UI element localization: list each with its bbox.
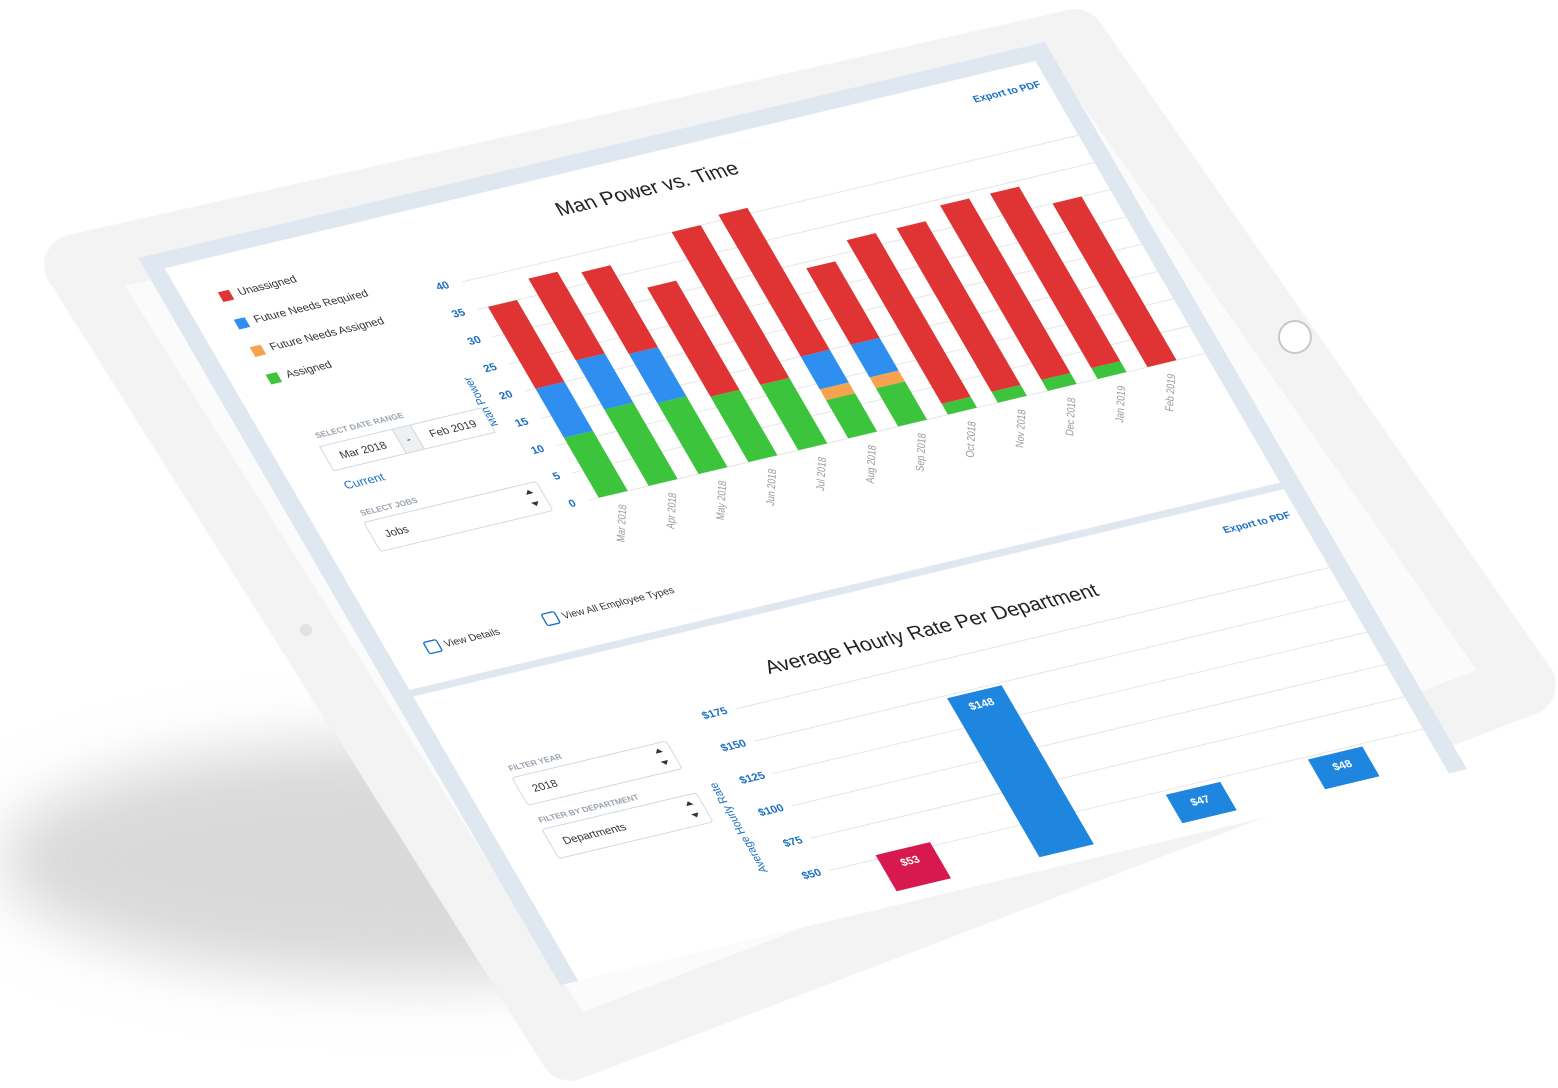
bar-segment xyxy=(1041,373,1077,391)
camera xyxy=(300,624,312,636)
bar-segment xyxy=(991,384,1027,403)
date-to[interactable] xyxy=(409,407,496,450)
bar-segment xyxy=(563,430,628,498)
bar-segment xyxy=(760,377,828,451)
grid-line xyxy=(772,630,1372,775)
checkbox[interactable] xyxy=(423,639,443,655)
grid-line xyxy=(477,162,1095,310)
y-tick-label: 0 xyxy=(567,498,579,510)
legend-swatch xyxy=(233,317,251,330)
x-tick-label: May 2018 xyxy=(715,479,729,521)
y-tick-label: $50 xyxy=(800,867,824,882)
bar-segment xyxy=(581,265,658,355)
x-tick-label: Feb 2019 xyxy=(1164,373,1178,413)
bar-segment xyxy=(875,381,928,427)
x-tick-label: Nov 2018 xyxy=(1015,408,1029,449)
bar-segment xyxy=(628,347,687,404)
legend-swatch xyxy=(265,372,283,385)
bar-segment xyxy=(535,381,593,438)
value-label: $148 xyxy=(967,697,997,713)
bar-segment xyxy=(819,382,856,401)
y-tick-label: $100 xyxy=(756,803,786,819)
legend-swatch xyxy=(217,289,235,303)
bar xyxy=(1165,781,1237,824)
y-tick-label: $150 xyxy=(719,738,749,754)
bar-segment xyxy=(850,337,899,378)
grid-line xyxy=(810,695,1410,839)
select-value: 2018 xyxy=(530,778,560,794)
y-tick-label: 40 xyxy=(434,280,452,293)
legend-swatch xyxy=(249,344,267,357)
y-tick-label: 10 xyxy=(529,443,547,456)
bar-segment xyxy=(718,207,830,357)
bar-segment xyxy=(671,225,790,385)
x-tick-label: Jan 2019 xyxy=(1114,384,1128,423)
select-arrows xyxy=(526,489,539,507)
y-tick-label: 35 xyxy=(450,307,468,320)
screen: Man Power vs. Time Man Power 05101520253… xyxy=(138,41,1468,986)
bar-segment xyxy=(846,233,971,404)
bar-segment xyxy=(940,198,1071,380)
y-tick-label: 25 xyxy=(481,362,499,375)
y-tick-label: 15 xyxy=(513,416,531,429)
date-separator: - xyxy=(404,434,414,445)
value-label: $53 xyxy=(898,854,922,869)
y-tick-label: $175 xyxy=(700,706,730,722)
bar-segment xyxy=(1091,361,1127,379)
jobs-select[interactable] xyxy=(364,481,553,552)
bar-segment xyxy=(806,261,880,345)
grid-line xyxy=(461,134,1079,283)
bar-segment xyxy=(657,396,728,474)
bar-segment xyxy=(528,271,605,361)
grid-line xyxy=(735,565,1335,710)
bar-segment xyxy=(869,370,905,389)
bar-segment xyxy=(487,299,565,389)
y-tick-label: 20 xyxy=(497,389,515,402)
select-value: Jobs xyxy=(382,524,411,540)
bar-segment xyxy=(710,389,778,463)
bar-segment xyxy=(826,393,878,439)
x-tick-label: Oct 2018 xyxy=(965,420,979,459)
y-tick-label: 30 xyxy=(466,334,484,347)
bar-segment xyxy=(941,396,977,415)
y-tick-label: $125 xyxy=(737,770,767,786)
grid-line xyxy=(791,662,1391,807)
bar-segment xyxy=(800,349,849,390)
x-tick-label: Sep 2018 xyxy=(915,432,929,473)
x-tick-label: Aug 2018 xyxy=(865,444,879,485)
bar-segment xyxy=(575,353,634,410)
home-button[interactable] xyxy=(1278,320,1312,354)
x-tick-label: Jul 2018 xyxy=(815,456,829,492)
grid-line xyxy=(753,598,1353,742)
x-tick-label: Jun 2018 xyxy=(765,468,779,507)
bar xyxy=(875,842,952,892)
bar-segment xyxy=(604,402,678,486)
x-tick-label: Mar 2018 xyxy=(615,503,629,543)
bar xyxy=(947,685,1094,858)
department-select[interactable] xyxy=(542,792,713,859)
x-tick-label: Dec 2018 xyxy=(1064,396,1078,437)
value-label: $47 xyxy=(1188,794,1212,809)
x-tick-label: Apr 2018 xyxy=(665,491,679,530)
value-label: $48 xyxy=(1330,759,1354,774)
bar-segment xyxy=(989,186,1121,369)
select-arrows xyxy=(655,748,668,765)
rate-panel xyxy=(413,489,1468,986)
y-tick-label: 5 xyxy=(551,471,563,483)
bar-segment xyxy=(647,280,740,397)
bar xyxy=(1307,746,1380,790)
checkbox[interactable] xyxy=(541,611,561,627)
year-select[interactable] xyxy=(512,741,682,806)
y-tick-label: $75 xyxy=(781,835,805,850)
bar-segment xyxy=(1052,196,1177,368)
select-arrows xyxy=(686,801,699,818)
bar-segment xyxy=(896,221,1021,392)
